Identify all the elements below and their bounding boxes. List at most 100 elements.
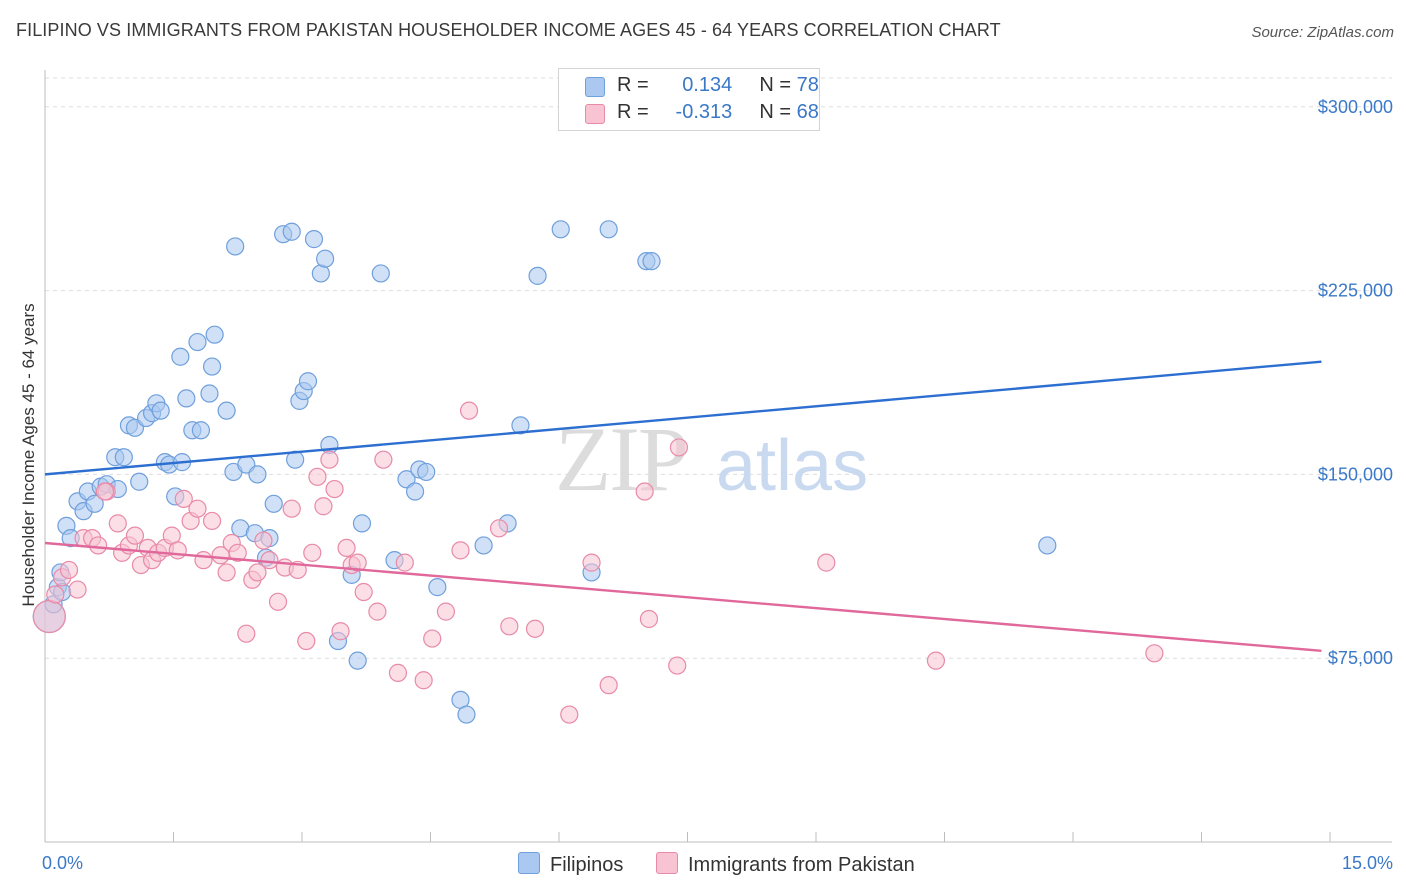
pakistan-point	[817, 553, 836, 572]
pakistan-point	[297, 631, 316, 651]
filipino-point	[130, 472, 149, 491]
tick-labels: $75,000 $150,000 $225,000 $300,000 0.0% 15.0%	[42, 97, 1393, 873]
trend-lines	[44, 360, 1322, 653]
pakistan-point	[354, 582, 373, 602]
y-axis-label: Householder Income Ages 45 - 64 years	[19, 303, 38, 606]
pakistan-point	[248, 563, 267, 582]
y-tick-label: $300,000	[1318, 97, 1393, 117]
filipino-trend-line	[44, 360, 1322, 476]
pakistan-point	[500, 617, 519, 636]
filipino-point	[202, 357, 222, 376]
filipino-point	[1038, 536, 1057, 555]
pakistan-point	[254, 531, 273, 550]
filipino-point	[264, 494, 283, 513]
filipino-point	[457, 705, 476, 724]
pakistan-point	[314, 497, 333, 516]
pakistan-point	[639, 609, 659, 629]
filipino-point	[85, 494, 104, 513]
filipino-point	[217, 401, 236, 420]
pakistan-point	[194, 551, 213, 570]
pakistan-point	[282, 499, 301, 518]
axes	[44, 70, 1392, 843]
legend-item-filipinos: Filipinos	[518, 852, 623, 877]
pakistan-point	[459, 401, 479, 420]
pakistan-point	[46, 585, 65, 604]
pakistan-point	[348, 553, 367, 572]
pakistan-point	[423, 629, 442, 648]
pakistan-point	[368, 602, 387, 621]
filipino-point	[405, 482, 425, 501]
legend-label-filipinos: Filipinos	[550, 854, 624, 876]
pakistan-point	[668, 656, 687, 675]
filipino-point	[642, 252, 661, 271]
pakistan-trend-line	[44, 541, 1322, 653]
pakistan-point	[174, 489, 193, 508]
x-tick-label-max: 15.0%	[1342, 853, 1393, 873]
watermark: ZIP atlas	[555, 408, 868, 510]
pakistan-point	[635, 482, 654, 501]
legend-r-label: R =	[617, 74, 649, 96]
filipino-point	[599, 220, 618, 239]
blue-swatch	[518, 852, 540, 874]
pakistan-point	[374, 450, 393, 469]
legend-r-value: -0.313	[675, 101, 733, 123]
pakistan-point	[202, 511, 222, 531]
chart-title: FILIPINO VS IMMIGRANTS FROM PAKISTAN HOU…	[16, 20, 1001, 40]
filipino-point	[371, 264, 390, 283]
pakistan-point	[320, 450, 339, 469]
filipino-point	[417, 462, 436, 482]
filipino-point	[191, 421, 211, 440]
filipino-point	[528, 266, 547, 285]
pakistan-point	[489, 519, 509, 538]
legend-label-pakistan: Immigrants from Pakistan	[688, 854, 915, 876]
pakistan-point	[59, 560, 79, 580]
grid-lines	[45, 77, 1392, 659]
legend-n-label: N =	[759, 101, 792, 123]
y-tick-label: $75,000	[1328, 648, 1393, 668]
pakistan-point	[108, 514, 127, 533]
pink-swatch	[656, 852, 678, 874]
filipino-point	[248, 465, 267, 484]
legend-r-value: 0.134	[682, 74, 733, 96]
blue-swatch	[585, 77, 605, 97]
filipino-point	[114, 448, 133, 467]
filipino-point	[177, 389, 196, 408]
pakistan-point	[303, 543, 322, 562]
pakistan-point	[337, 538, 356, 558]
legend-n-value: 68	[796, 101, 819, 123]
pakistan-point	[582, 553, 601, 572]
pakistan-point	[525, 619, 545, 638]
source-label: Source: ZipAtlas.com	[1251, 24, 1394, 41]
filipino-point	[428, 578, 447, 597]
pakistan-point	[325, 479, 344, 499]
filipino-point	[188, 332, 207, 352]
filipino-point	[226, 237, 245, 256]
watermark-atlas: atlas	[716, 426, 868, 506]
filipino-point	[352, 514, 372, 533]
pakistan-point	[599, 676, 618, 695]
legend-n-label: N =	[759, 74, 792, 96]
y-tick-label: $225,000	[1318, 281, 1393, 301]
pakistan-point	[669, 438, 689, 457]
pakistan-point	[237, 624, 256, 643]
pink-swatch	[585, 104, 605, 124]
pakistan-point	[32, 599, 66, 634]
pakistan-point	[89, 536, 108, 555]
pakistan-point	[217, 563, 236, 582]
legend-item-pakistan: Immigrants from Pakistan	[656, 852, 915, 877]
x-tick-label-min: 0.0%	[42, 853, 83, 873]
pakistan-point	[560, 705, 579, 724]
pakistan-point	[436, 602, 456, 621]
pakistan-point	[260, 551, 279, 570]
pakistan-point	[168, 541, 187, 560]
filipino-point	[205, 325, 224, 344]
pakistan-point	[451, 541, 470, 560]
filipino-point	[171, 347, 190, 366]
pakistan-point	[331, 622, 350, 641]
pakistan-point	[926, 651, 946, 670]
pakistan-point	[414, 671, 433, 690]
pakistan-point	[125, 526, 145, 545]
filipino-point	[282, 222, 301, 241]
pakistan-point	[228, 543, 247, 562]
